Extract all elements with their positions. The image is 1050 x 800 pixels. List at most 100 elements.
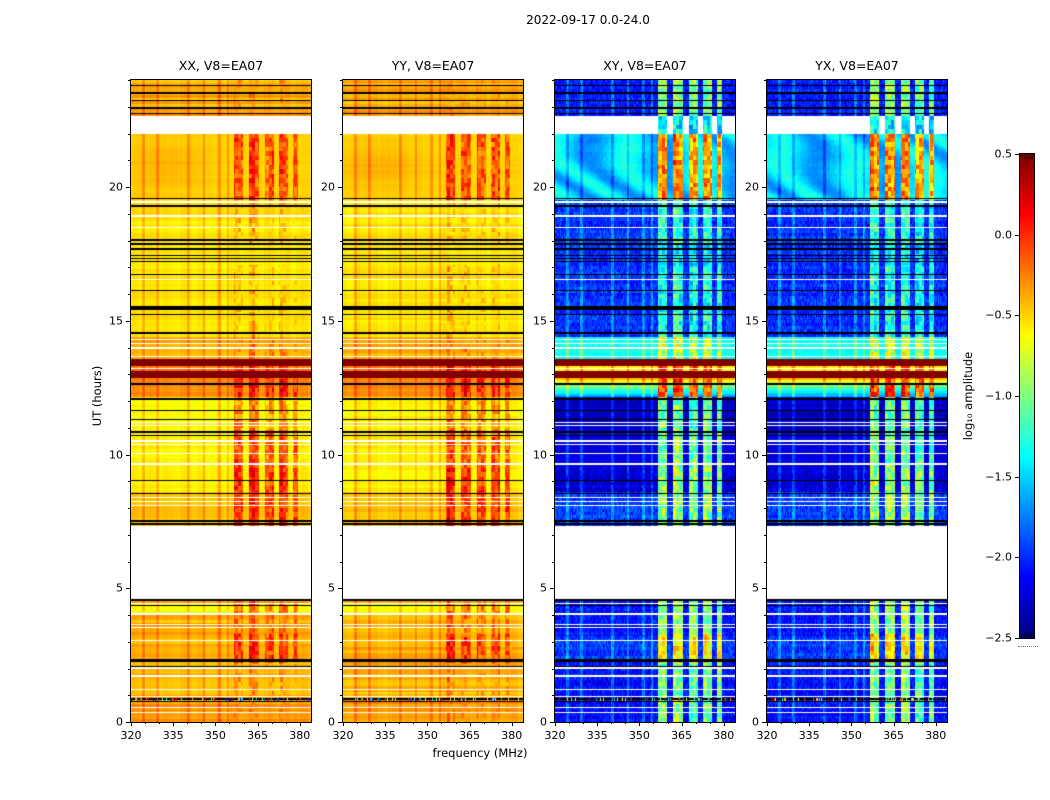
x-minor-tick [611, 722, 613, 724]
x-axis-label: frequency (MHz) [432, 746, 528, 760]
colorbar-tick-label: −0.5 [985, 308, 1012, 322]
panel-title-xx: XX, V8=EA07 [178, 58, 264, 73]
figure-title: 2022-09-17 0.0-24.0 [526, 13, 650, 27]
y-minor-tick [128, 294, 130, 295]
colorbar-extend-dots [1018, 646, 1038, 647]
x-minor-tick [907, 722, 909, 724]
y-minor-tick [340, 401, 342, 402]
y-minor-tick [128, 534, 130, 536]
y-minor-tick [764, 267, 766, 269]
y-minor-tick [128, 427, 130, 429]
y-minor-tick [764, 427, 766, 429]
y-minor-tick [552, 347, 554, 349]
y-tick-label: 15 [745, 314, 759, 328]
y-minor-tick [764, 641, 766, 643]
x-tick [511, 722, 513, 726]
x-minor-tick [625, 722, 627, 724]
y-minor-tick [552, 267, 554, 269]
x-minor-tick [497, 722, 499, 724]
y-minor-tick [552, 534, 554, 536]
y-tick [762, 187, 766, 188]
x-tick [299, 722, 301, 726]
heatmap-yx [767, 80, 947, 722]
y-minor-tick [128, 80, 130, 81]
y-tick-label: 15 [109, 314, 123, 328]
x-tick-label: 320 [544, 729, 566, 742]
x-tick [427, 722, 429, 726]
y-minor-tick [340, 294, 342, 295]
colorbar-tick [1015, 315, 1019, 317]
y-minor-tick [764, 106, 766, 108]
y-minor-tick [340, 213, 342, 215]
y-minor-tick [764, 294, 766, 295]
y-minor-tick [764, 481, 766, 483]
x-tick [173, 722, 175, 726]
panel-title-yy: YY, V8=EA07 [391, 58, 475, 73]
x-tick [343, 722, 344, 726]
x-tick-label: 365 [459, 729, 481, 742]
y-minor-tick [552, 294, 554, 295]
y-minor-tick [552, 481, 554, 483]
y-minor-tick [552, 401, 554, 402]
x-minor-tick [695, 722, 697, 724]
y-axis-label: UT (hours) [90, 365, 104, 427]
panel-yx: YX, V8=EA07 320 335 350 365 380 0 5 10 15 20 [745, 58, 948, 742]
y-minor-tick [764, 374, 766, 376]
y-tick [550, 320, 554, 322]
x-tick-label: 380 [501, 729, 523, 742]
y-minor-tick [552, 508, 554, 509]
panel-title-xy: XY, V8=EA07 [603, 58, 687, 73]
y-tick-label: 10 [745, 448, 759, 461]
y-tick [762, 454, 766, 456]
x-minor-tick [781, 722, 783, 724]
x-minor-tick [455, 722, 457, 724]
y-minor-tick [764, 615, 766, 616]
y-minor-tick [128, 508, 130, 509]
x-tick-label: 365 [247, 729, 269, 742]
y-tick-label: 20 [745, 180, 759, 194]
y-minor-tick [340, 695, 342, 697]
x-tick [935, 722, 937, 726]
y-tick [762, 722, 766, 723]
y-minor-tick [764, 695, 766, 697]
x-minor-tick [709, 722, 711, 724]
panel-xy: XY, V8=EA07 320 335 350 365 380 0 5 10 15 20 [533, 58, 736, 742]
y-tick-label: 20 [533, 180, 547, 194]
x-minor-tick [229, 722, 231, 724]
x-minor-tick [823, 722, 825, 724]
colorbar-tick-label: −2.5 [985, 631, 1012, 645]
y-minor-tick [340, 427, 342, 429]
y-tick [126, 722, 130, 723]
x-minor-tick [653, 722, 655, 724]
y-minor-tick [764, 561, 766, 563]
x-minor-tick [921, 722, 923, 724]
y-minor-tick [552, 668, 554, 670]
y-tick-label: 0 [540, 715, 547, 729]
x-tick-label: 350 [840, 729, 862, 742]
y-minor-tick [340, 240, 342, 242]
x-minor-tick [159, 722, 161, 724]
y-minor-tick [340, 374, 342, 376]
y-tick [338, 588, 342, 590]
y-minor-tick [764, 347, 766, 349]
x-tick [893, 722, 895, 726]
x-tick-label: 335 [586, 729, 608, 742]
x-minor-tick [441, 722, 443, 724]
y-tick-label: 5 [540, 581, 547, 595]
heatmap-xy [555, 80, 735, 722]
y-minor-tick [128, 481, 130, 483]
colorbar-tick-label: 0.0 [994, 228, 1013, 242]
colorbar: log₁₀ amplitude 0.5 0.0 −0.5 −1.0 −1.5 −2.0 −2… [961, 148, 1038, 647]
y-minor-tick [552, 374, 554, 376]
x-minor-tick [371, 722, 373, 724]
y-tick-label: 20 [321, 180, 335, 194]
x-tick [215, 722, 217, 726]
x-minor-tick [285, 722, 287, 724]
x-minor-tick [187, 722, 189, 724]
x-tick-label: 350 [204, 729, 226, 742]
y-minor-tick [340, 561, 342, 563]
y-tick [126, 588, 130, 590]
x-tick [597, 722, 599, 726]
y-tick [338, 187, 342, 188]
colorbar-tick-label: 0.5 [994, 147, 1013, 161]
